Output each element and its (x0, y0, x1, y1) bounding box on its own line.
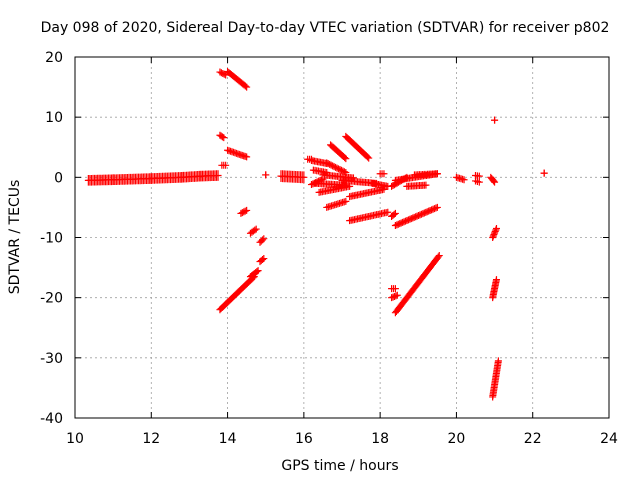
data-point (251, 226, 259, 234)
data-point (492, 224, 500, 232)
data-points (84, 67, 548, 401)
data-point (492, 276, 500, 284)
y-tick-label: 10 (45, 110, 63, 126)
data-point (341, 154, 349, 162)
data-point (391, 285, 399, 293)
data-point (364, 153, 372, 161)
data-point (327, 161, 335, 169)
x-tick-label: 18 (371, 431, 389, 447)
data-point (434, 253, 442, 261)
data-point (390, 210, 398, 218)
data-point (491, 229, 499, 237)
data-point (334, 165, 342, 173)
grid-lines (75, 57, 609, 418)
x-tick-label: 22 (524, 431, 542, 447)
data-point (262, 171, 270, 179)
data-point (339, 167, 347, 175)
x-tick-label: 20 (448, 431, 466, 447)
data-point (214, 170, 222, 181)
data-point (243, 83, 251, 91)
data-point (337, 166, 345, 174)
y-tick-label: -40 (40, 411, 63, 427)
x-tick-label: 16 (295, 431, 313, 447)
data-point (432, 204, 440, 212)
data-point (492, 226, 500, 234)
data-point (494, 357, 502, 365)
data-point (342, 155, 350, 163)
data-point (365, 154, 373, 162)
data-point (220, 134, 228, 142)
y-tick-label: -30 (40, 351, 63, 367)
data-point (540, 169, 548, 177)
x-tick-label: 14 (219, 431, 237, 447)
data-point (243, 153, 251, 161)
y-axis-label: SDTVAR / TECUs (7, 180, 23, 295)
y-tick-label: -20 (40, 291, 63, 307)
data-point (218, 133, 226, 141)
data-point (475, 178, 483, 186)
data-point (391, 209, 399, 217)
data-point (332, 163, 340, 171)
x-tick-label: 12 (142, 431, 160, 447)
plot-frame (74, 56, 610, 419)
data-point (260, 255, 268, 263)
x-tick-label: 24 (600, 431, 618, 447)
data-point (491, 227, 499, 235)
data-point (380, 170, 388, 178)
data-point (241, 207, 249, 215)
data-point (489, 234, 497, 241)
data-point (393, 291, 401, 299)
y-tick-label: -10 (40, 231, 63, 247)
data-point (252, 225, 260, 233)
data-point (336, 166, 344, 174)
data-point (489, 232, 497, 240)
data-point (384, 208, 392, 216)
data-point (433, 203, 441, 211)
data-point (323, 159, 331, 167)
data-point (342, 197, 350, 205)
data-point (475, 172, 483, 180)
data-point (435, 252, 443, 260)
data-point (333, 164, 341, 172)
data-point (222, 161, 230, 169)
data-point (490, 177, 498, 185)
x-axis-label: GPS time / hours (281, 458, 398, 474)
data-point (243, 206, 251, 214)
y-tick-label: 0 (54, 170, 63, 186)
data-point (260, 235, 268, 243)
data-point (422, 181, 430, 189)
x-tick-label: 10 (66, 431, 84, 447)
y-tick-label: 20 (45, 50, 63, 66)
data-point (300, 171, 308, 184)
data-point (490, 230, 498, 238)
data-point (324, 160, 332, 168)
data-point (330, 163, 338, 171)
axis-ticks: 10 12 14 16 18 20 22 24 20 10 0 -10 -20 -30 -40 (40, 50, 618, 447)
data-point (491, 116, 499, 124)
data-point (329, 162, 337, 170)
data-point (491, 178, 499, 186)
data-point (433, 170, 441, 178)
chart-title: Day 098 of 2020, Sidereal Day-to-day VTE… (41, 20, 610, 36)
data-point (460, 176, 468, 184)
data-point (253, 268, 261, 276)
data-point (307, 155, 315, 163)
data-point (254, 267, 262, 275)
data-point (259, 236, 267, 244)
data-point (326, 160, 334, 168)
data-point (259, 256, 267, 264)
data-point (392, 292, 400, 300)
data-point (241, 82, 249, 90)
